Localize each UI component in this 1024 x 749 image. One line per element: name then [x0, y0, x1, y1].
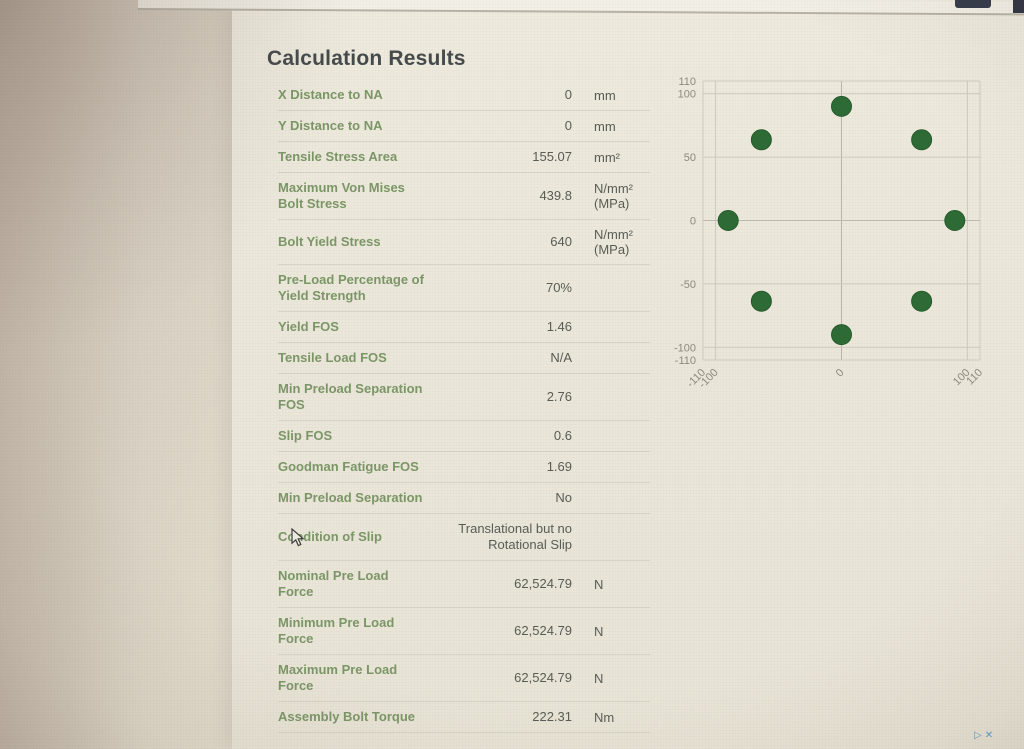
table-row: Assembly Bolt Torque 222.31 Nm: [278, 702, 650, 733]
browser-toolbar-icon: [955, 0, 991, 8]
table-row: Bolt Yield Stress 640 N/mm² (MPa): [278, 220, 650, 265]
table-row: Y Distance to NA 0 mm: [278, 111, 650, 142]
result-value: 640: [550, 234, 572, 249]
y-tick-label: -100: [674, 342, 696, 354]
y-tick-label: 0: [690, 216, 696, 228]
result-label: Bolt Yield Stress: [278, 234, 381, 249]
bolt-pattern-chart: -110 -100 0 100 110 110 100 50 0 -50 -100 -110: [660, 58, 1024, 406]
result-value: 1.46: [546, 319, 572, 334]
result-value: Translational but no Rotational Slip: [458, 521, 572, 552]
y-tick-label: -50: [680, 279, 696, 291]
bolt-point: [717, 210, 739, 231]
result-value: 62,524.79: [514, 576, 572, 591]
result-unit: N: [594, 670, 604, 686]
result-unit: N: [594, 576, 604, 592]
result-label: Maximum Von Mises Bolt Stress: [278, 180, 405, 211]
table-row: Pre-Load Percentage of Yield Strength 70…: [278, 265, 650, 312]
result-label: Nominal Pre Load Force: [278, 568, 389, 599]
result-value: 222.31: [532, 709, 572, 724]
page-content-background: [232, 0, 1024, 749]
table-row: Nominal Pre Load Force 62,524.79 N: [278, 561, 650, 608]
result-value: No: [555, 490, 572, 505]
results-table: X Distance to NA 0 mm Y Distance to NA 0…: [278, 80, 650, 733]
result-value: 1.69: [546, 459, 572, 474]
bolt-point: [750, 129, 772, 151]
result-value: 2.76: [546, 389, 572, 404]
y-tick-label: 50: [684, 152, 696, 164]
result-label: Yield FOS: [278, 319, 339, 334]
result-label: Min Preload Separation: [278, 490, 423, 505]
result-value: N/A: [550, 350, 572, 365]
bolt-point: [911, 129, 933, 151]
result-unit: N: [594, 623, 604, 639]
result-value: 155.07: [532, 149, 572, 164]
browser-toolbar-icon: [1013, 0, 1024, 13]
result-label: Y Distance to NA: [278, 118, 383, 133]
y-tick-label: 110: [678, 76, 696, 88]
adchoices-icon[interactable]: ▷: [974, 730, 985, 741]
ad-close-icon[interactable]: ✕: [984, 730, 997, 741]
y-tick-label: 100: [678, 89, 696, 101]
table-row: Goodman Fatigue FOS 1.69: [278, 452, 650, 483]
bolt-point: [750, 290, 772, 312]
bolt-point: [944, 210, 966, 231]
result-label: Minimum Pre Load Force: [278, 615, 395, 646]
bolt-point: [831, 95, 852, 117]
result-label: Slip FOS: [278, 428, 333, 443]
table-row: Slip FOS 0.6: [278, 421, 650, 452]
result-unit: N/mm² (MPa): [594, 227, 633, 257]
result-label: Pre-Load Percentage of Yield Strength: [278, 272, 424, 303]
result-unit: mm: [594, 118, 616, 134]
result-unit: Nm: [594, 709, 615, 725]
result-label: X Distance to NA: [278, 87, 383, 102]
table-row: Min Preload Separation FOS 2.76: [278, 374, 650, 421]
ad-controls: ▷✕: [974, 730, 996, 741]
x-tick-label: 110: [964, 367, 985, 388]
table-row: Maximum Pre Load Force 62,524.79 N: [278, 655, 650, 702]
result-unit: mm²: [594, 149, 620, 165]
result-label: Goodman Fatigue FOS: [278, 459, 419, 474]
page-title: Calculation Results: [267, 47, 466, 71]
table-row: X Distance to NA 0 mm: [278, 80, 650, 111]
result-value: 439.8: [539, 188, 572, 203]
result-unit: N/mm² (MPa): [594, 181, 633, 211]
result-value: 0: [564, 118, 572, 133]
result-label: Assembly Bolt Torque: [278, 709, 416, 724]
table-row: Condition of Slip Translational but no R…: [278, 514, 650, 561]
result-unit: mm: [594, 87, 616, 103]
result-label: Min Preload Separation FOS: [278, 381, 423, 412]
result-label: Maximum Pre Load Force: [278, 662, 398, 693]
mouse-cursor: [291, 527, 307, 548]
x-tick-label: 0: [834, 367, 847, 380]
table-row: Minimum Pre Load Force 62,524.79 N: [278, 608, 650, 655]
table-row: Maximum Von Mises Bolt Stress 439.8 N/mm…: [278, 173, 650, 220]
result-label: Tensile Load FOS: [278, 350, 387, 365]
result-label: Tensile Stress Area: [278, 149, 398, 164]
result-value: 70%: [545, 280, 572, 295]
y-tick-label: -110: [675, 355, 696, 367]
bolt-point: [911, 290, 933, 312]
table-row: Yield FOS 1.46: [278, 312, 650, 343]
result-value: 62,524.79: [514, 623, 572, 638]
result-value: 62,524.79: [514, 670, 572, 685]
result-value: 0: [564, 87, 572, 102]
table-row: Min Preload Separation No: [278, 483, 650, 514]
table-row: Tensile Stress Area 155.07 mm²: [278, 142, 650, 173]
table-row: Tensile Load FOS N/A: [278, 343, 650, 374]
bolt-point: [831, 324, 852, 346]
result-value: 0.6: [553, 428, 572, 443]
